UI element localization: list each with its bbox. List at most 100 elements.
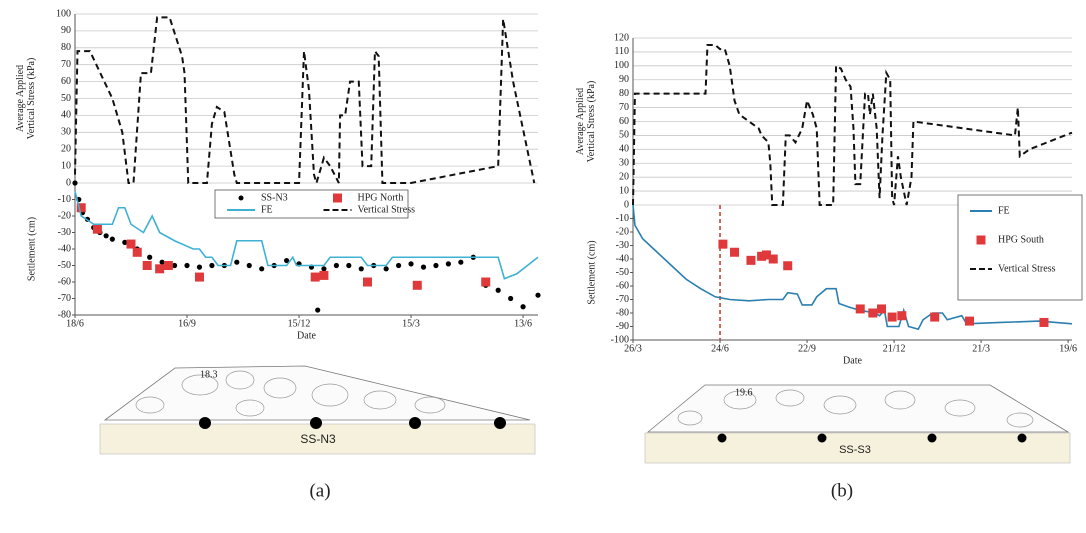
y-tick-label: 80	[61, 42, 71, 53]
y-tick-label: 90	[619, 74, 629, 85]
x-tick-label: 26/3	[624, 343, 642, 354]
y-tick-label: 50	[619, 130, 629, 141]
legend-swatch	[976, 235, 986, 245]
measured-point	[122, 239, 128, 245]
y-tick-label: 0	[66, 177, 71, 188]
hpg-point	[855, 304, 865, 314]
measured-point	[396, 262, 402, 269]
y-tick-label: -90	[616, 321, 629, 332]
y-axis-title: Settlement (cm)	[586, 240, 597, 304]
y-tick-label: -50	[616, 267, 629, 278]
measured-point	[209, 262, 215, 269]
y-axis-title: Average Applied	[575, 88, 586, 155]
hpg-point	[718, 239, 728, 249]
measured-point	[184, 262, 190, 269]
hpg-point	[92, 224, 102, 234]
measured-point	[171, 262, 178, 269]
y-tick-label: 10	[619, 185, 629, 196]
y-tick-label: 70	[619, 102, 629, 113]
y-tick-label: 30	[61, 127, 71, 138]
y-tick-label: -40	[58, 243, 71, 254]
hpg-point	[877, 304, 887, 314]
hpg-point	[362, 277, 372, 287]
y-tick-label: 120	[614, 32, 629, 43]
y-tick-label: -70	[58, 293, 71, 304]
y-tick-label: 90	[61, 25, 71, 36]
legend-label: HPG North	[358, 192, 404, 203]
x-tick-label: 21/12	[883, 343, 906, 354]
hpg-point	[768, 254, 778, 264]
y-tick-label: 50	[61, 93, 71, 104]
legend-label: SS-N3	[261, 192, 288, 203]
height-label: 19.6	[735, 387, 753, 398]
measured-point	[109, 236, 115, 242]
hpg-point	[132, 247, 142, 257]
stress-line	[632, 43, 1073, 206]
measured-point	[147, 254, 153, 260]
measured-point	[508, 295, 514, 302]
legend-label: Vertical Stress	[998, 263, 1056, 274]
x-tick-label: 13/6	[514, 318, 532, 329]
measured-point	[246, 262, 252, 269]
measured-point	[103, 233, 109, 239]
legend-label: Vertical Stress	[358, 204, 416, 215]
hpg-point	[1039, 317, 1049, 327]
panel-label: (b)	[831, 480, 853, 501]
hpg-point	[930, 312, 940, 322]
measured-point	[315, 307, 321, 313]
hpg-point	[746, 255, 756, 265]
y-tick-label: -30	[616, 240, 629, 251]
hpg-point	[783, 261, 793, 271]
hpg-point	[126, 239, 136, 249]
y-tick-label: -40	[616, 253, 629, 264]
hpg-point	[897, 311, 907, 321]
y-tick-label: -50	[58, 260, 71, 271]
embankment-diagram: 19.6 SS-S3	[644, 384, 1071, 464]
measured-point	[535, 292, 541, 298]
hpg-point	[310, 272, 320, 282]
x-tick-label: 18/6	[66, 318, 84, 329]
x-tick-label: 22/9	[798, 343, 816, 354]
y-tick-label: -70	[616, 294, 629, 305]
y-tick-label: -80	[58, 309, 71, 320]
y-axis-title: Vertical Stress (kPa)	[586, 81, 597, 163]
measured-point	[159, 259, 165, 265]
y-tick-label: -60	[58, 276, 71, 287]
hpg-point	[730, 247, 740, 257]
stress-line	[74, 16, 536, 187]
section-label: SS-S3	[839, 444, 871, 456]
legend-label: FE	[998, 205, 1010, 216]
height-label: 18.3	[200, 369, 218, 380]
measured-point	[234, 259, 240, 265]
measured-point	[346, 262, 352, 269]
x-tick-label: 19/6	[1059, 343, 1077, 354]
measured-point	[458, 259, 464, 265]
section-label: SS-N3	[300, 432, 336, 446]
y-tick-label: -20	[616, 226, 629, 237]
hpg-point	[163, 261, 173, 270]
hpg-point	[76, 203, 86, 213]
embankment-diagram: 18.3 SS-N3	[99, 365, 536, 455]
hpg-point	[412, 280, 422, 290]
hpg-point	[757, 251, 767, 261]
y-tick-label: 0	[624, 199, 629, 210]
hpg-point	[319, 270, 329, 280]
legend-label: HPG South	[998, 234, 1044, 245]
x-tick-label: 21/3	[972, 343, 990, 354]
y-tick-label: -10	[58, 194, 71, 205]
x-tick-label: 16/9	[178, 318, 196, 329]
measured-point	[433, 262, 439, 269]
hpg-point	[481, 277, 491, 287]
hpg-point	[761, 250, 771, 260]
y-axis-title: Vertical Stress (kPa)	[26, 58, 37, 140]
x-tick-label: 24/6	[711, 343, 729, 354]
measured-point	[321, 266, 327, 272]
legend-label: FE	[261, 204, 273, 215]
legend-box	[957, 194, 1083, 301]
y-tick-label: 60	[619, 116, 629, 127]
hpg-point	[887, 312, 897, 322]
y-tick-label: 60	[61, 76, 71, 87]
x-axis-title: Date	[297, 330, 316, 341]
y-tick-label: 40	[61, 110, 71, 121]
